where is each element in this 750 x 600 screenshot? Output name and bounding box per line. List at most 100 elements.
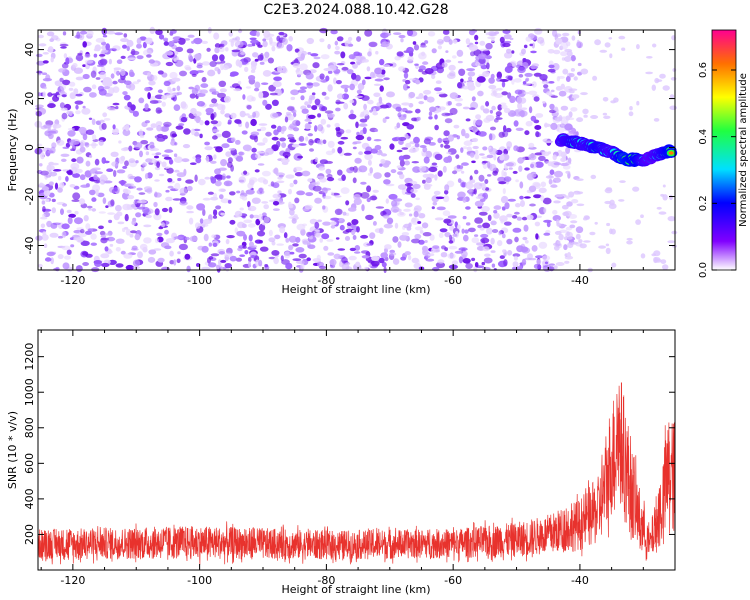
heatmap-noise-cell [194, 53, 202, 61]
heatmap-noise-cell [475, 114, 482, 120]
heatmap-noise-cell [481, 184, 486, 190]
heatmap-noise-cell [240, 51, 246, 56]
heatmap-noise-cell [115, 204, 122, 212]
heatmap-noise-cell [404, 183, 413, 187]
heatmap-noise-cell [276, 140, 281, 148]
heatmap-noise-cell [64, 255, 71, 260]
heatmap-noise-cell [202, 208, 206, 216]
heatmap-noise-cell [260, 126, 267, 131]
heatmap-noise-cell [386, 217, 394, 225]
heatmap-noise-cell [360, 234, 369, 239]
heatmap-noise-cell [232, 37, 238, 41]
heatmap-noise-cell [660, 259, 667, 264]
heatmap-noise-cell [571, 199, 579, 204]
heatmap-noise-cell [134, 233, 141, 241]
heatmap-noise-cell [321, 106, 328, 112]
heatmap-noise-cell [342, 230, 350, 234]
heatmap-noise-cell [177, 37, 186, 45]
heatmap-noise-cell [41, 186, 50, 191]
heatmap-noise-cell [115, 106, 119, 110]
heatmap-noise-cell [279, 137, 286, 142]
heatmap-noise-cell [505, 127, 512, 133]
heatmap-noise-cell [186, 265, 191, 273]
heatmap-noise-cell [287, 114, 295, 121]
heatmap-noise-cell [468, 76, 473, 81]
y-tick-label: -40 [23, 237, 36, 255]
heatmap-noise-cell [278, 174, 284, 178]
heatmap-noise-cell [486, 62, 490, 70]
heatmap-noise-cell [82, 133, 88, 141]
heatmap-noise-cell [311, 92, 316, 96]
heatmap-noise-cell [169, 71, 178, 79]
heatmap-noise-cell [383, 77, 390, 81]
heatmap-noise-cell [161, 154, 170, 157]
heatmap-noise-cell [202, 197, 211, 201]
heatmap-noise-cell [189, 55, 194, 63]
heatmap-noise-cell [83, 215, 89, 222]
heatmap-noise-cell [344, 87, 348, 93]
heatmap-noise-cell [319, 73, 325, 80]
heatmap-noise-cell [577, 191, 584, 195]
heatmap-noise-cell [419, 230, 424, 234]
heatmap-noise-cell [414, 226, 424, 231]
heatmap-noise-cell [335, 80, 342, 85]
heatmap-noise-cell [308, 232, 315, 236]
heatmap-noise-cell [434, 217, 444, 221]
heatmap-noise-cell [63, 53, 68, 59]
heatmap-noise-cell [561, 116, 568, 120]
heatmap-noise-cell [230, 112, 237, 119]
heatmap-noise-cell [314, 98, 321, 106]
heatmap-noise-cell [393, 32, 402, 35]
heatmap-noise-cell [136, 187, 143, 191]
heatmap-noise-cell [245, 86, 252, 89]
heatmap-noise-cell [204, 141, 211, 146]
heatmap-noise-cell [465, 222, 471, 226]
heatmap-noise-cell [541, 151, 550, 157]
heatmap-noise-cell [295, 247, 305, 253]
heatmap-noise-cell [621, 47, 626, 51]
heatmap-noise-cell [317, 261, 324, 267]
heatmap-noise-cell [491, 263, 496, 268]
heatmap-noise-cell [267, 57, 274, 64]
heatmap-noise-cell [499, 154, 505, 161]
heatmap-noise-cell [246, 95, 254, 102]
heatmap-noise-cell [250, 255, 256, 259]
heatmap-noise-cell [475, 61, 481, 67]
heatmap-noise-cell [209, 61, 217, 67]
heatmap-noise-cell [449, 92, 459, 99]
heatmap-noise-cell [304, 204, 313, 210]
heatmap-noise-cell [380, 104, 389, 109]
heatmap-noise-cell [414, 63, 419, 66]
heatmap-noise-cell [272, 208, 280, 212]
heatmap-noise-cell [462, 146, 468, 150]
heatmap-noise-cell [431, 74, 436, 80]
heatmap-noise-cell [196, 101, 205, 107]
heatmap-noise-cell [396, 51, 404, 57]
heatmap-noise-cell [211, 129, 220, 133]
heatmap-noise-cell [399, 174, 405, 178]
heatmap-noise-cell [312, 185, 322, 192]
heatmap-noise-cell [236, 120, 242, 125]
heatmap-noise-cell [204, 176, 211, 180]
heatmap-noise-cell [78, 198, 86, 205]
heatmap-noise-cell [258, 213, 264, 222]
heatmap-noise-cell [123, 94, 131, 101]
heatmap-noise-cell [464, 133, 470, 139]
heatmap-noise-cell [163, 80, 171, 87]
heatmap-noise-cell [501, 91, 509, 96]
heatmap-noise-cell [330, 217, 340, 221]
y-tick-label: 800 [23, 417, 36, 438]
heatmap-noise-cell [227, 161, 233, 168]
heatmap-noise-cell [404, 160, 410, 166]
heatmap-noise-cell [68, 87, 74, 91]
heatmap-noise-cell [421, 222, 429, 229]
heatmap-noise-cell [190, 107, 197, 115]
heatmap-noise-cell [584, 215, 591, 220]
heatmap-noise-cell [421, 245, 429, 252]
heatmap-noise-cell [564, 123, 573, 131]
heatmap-noise-cell [575, 178, 584, 181]
heatmap-noise-cell [179, 187, 188, 195]
heatmap-noise-cell [490, 250, 496, 253]
heatmap-noise-cell [269, 92, 278, 96]
heatmap-noise-cell [423, 138, 431, 145]
